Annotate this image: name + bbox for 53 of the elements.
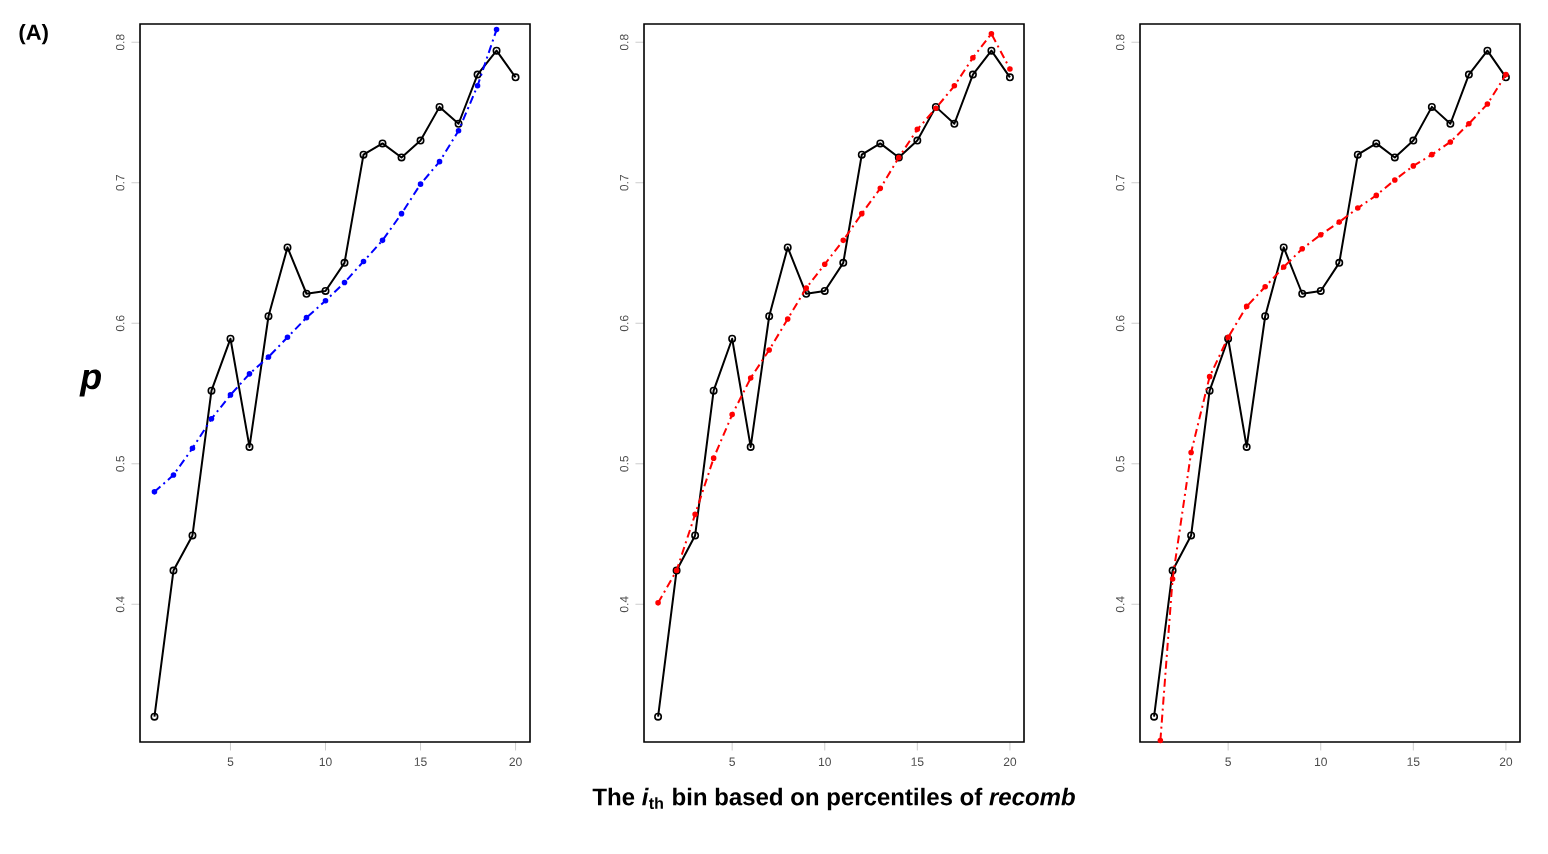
- point: [839, 258, 848, 267]
- point: [691, 531, 700, 540]
- point: [188, 531, 197, 540]
- point: [378, 139, 387, 148]
- x-axis-title: The i$_{th}$ bin based on percentiles of recomb: [592, 787, 1075, 811]
- point: [1316, 286, 1325, 295]
- point: [1261, 312, 1270, 321]
- point: [913, 136, 922, 145]
- point: [321, 286, 330, 295]
- point: [1409, 136, 1418, 145]
- point: [454, 119, 463, 128]
- point: [359, 150, 368, 159]
- point: [1446, 119, 1455, 128]
- point: [1335, 258, 1344, 267]
- point: [492, 46, 501, 55]
- point: [1205, 386, 1214, 395]
- point: [857, 150, 866, 159]
- y-axis-title: p: [79, 369, 102, 397]
- point: [968, 70, 977, 79]
- point: [765, 312, 774, 321]
- point: [746, 442, 755, 451]
- point: [169, 566, 178, 575]
- point: [987, 46, 996, 55]
- point: [1279, 243, 1288, 252]
- text: (A): [19, 23, 48, 45]
- point: [302, 289, 311, 298]
- point: [950, 119, 959, 128]
- point: [1353, 150, 1362, 159]
- point: [397, 153, 406, 162]
- point: [340, 258, 349, 267]
- point: [802, 289, 811, 298]
- point: [207, 386, 216, 395]
- point: [473, 70, 482, 79]
- point: [820, 286, 829, 295]
- point: [435, 102, 444, 111]
- point: [1483, 46, 1492, 55]
- point: [416, 136, 425, 145]
- point: [1298, 289, 1307, 298]
- point: [1168, 566, 1177, 575]
- point: [876, 139, 885, 148]
- point: [264, 312, 273, 321]
- point: [1427, 102, 1436, 111]
- point: [1464, 70, 1473, 79]
- point: [783, 243, 792, 252]
- point: [728, 334, 737, 343]
- point: [245, 442, 254, 451]
- point: [709, 386, 718, 395]
- point: [1242, 442, 1251, 451]
- point: [1372, 139, 1381, 148]
- point: [1390, 153, 1399, 162]
- point: [226, 334, 235, 343]
- point: [283, 243, 292, 252]
- point: [1187, 531, 1196, 540]
